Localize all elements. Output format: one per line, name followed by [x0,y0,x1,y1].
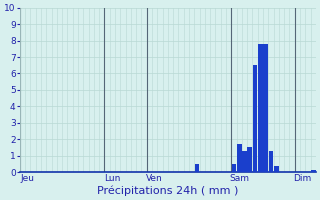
X-axis label: Précipitations 24h ( mm ): Précipitations 24h ( mm ) [97,185,238,196]
Bar [247,147,252,172]
Bar [242,151,247,172]
Bar [253,65,257,172]
Bar [274,166,279,172]
Bar [311,170,316,172]
Bar [232,164,236,172]
Bar [195,164,199,172]
Bar [237,144,242,172]
Bar [268,151,273,172]
Bar [258,44,263,172]
Bar [263,44,268,172]
